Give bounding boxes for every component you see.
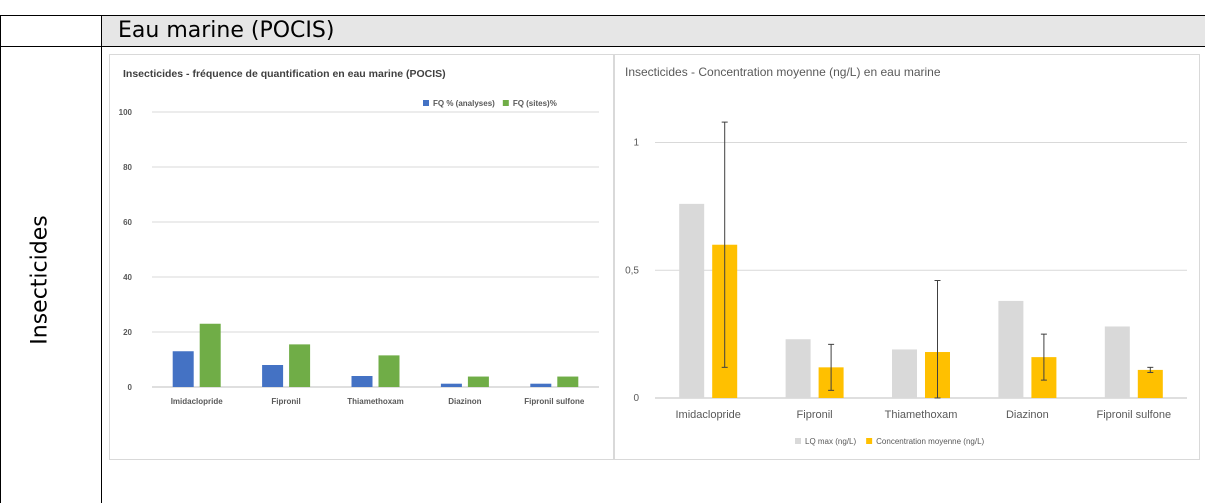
bar: [1104, 326, 1130, 398]
frequency-chart: Insecticides - fréquence de quantificati…: [119, 68, 599, 406]
x-tick-label: Fipronil: [797, 409, 833, 421]
bar: [557, 376, 579, 387]
x-tick-label: Diazinon: [448, 397, 481, 406]
y-tick-label: 0,5: [625, 265, 639, 276]
bar: [679, 203, 705, 398]
y-tick-label: 20: [123, 328, 132, 337]
bar: [440, 383, 462, 387]
y-tick-label: 100: [119, 108, 133, 117]
x-tick-label: Thiamethoxam: [347, 397, 403, 406]
bar: [351, 376, 373, 387]
bar: [892, 349, 917, 398]
bar: [199, 323, 221, 387]
header-cell: [102, 16, 1205, 46]
row-label: Insecticides: [27, 215, 53, 345]
chart-panel-concentration: Insecticides - Concentration moyenne (ng…: [614, 54, 1200, 460]
x-tick-label: Thiamethoxam: [885, 409, 958, 421]
y-tick-label: 1: [633, 138, 639, 149]
concentration-chart: Insecticides - Concentration moyenne (ng…: [625, 65, 1187, 446]
bar: [467, 376, 489, 387]
table-border-left: [0, 15, 1, 503]
bar: [378, 355, 400, 387]
table-border-column: [101, 15, 102, 503]
chart-title: Insecticides - fréquence de quantificati…: [123, 68, 446, 80]
table-header: Eau marine (POCIS): [118, 18, 335, 43]
table-border-header: [0, 46, 1205, 47]
y-tick-label: 0: [633, 393, 639, 404]
bar: [172, 351, 194, 387]
legend-label: LQ max (ng/L): [805, 437, 856, 446]
bar: [785, 339, 811, 398]
x-tick-label: Fipronil sulfone: [1097, 409, 1172, 421]
x-tick-label: Fipronil: [271, 397, 300, 406]
chart-panel-frequency: Insecticides - fréquence de quantificati…: [109, 54, 614, 460]
legend-swatch: [502, 100, 509, 106]
y-tick-label: 60: [123, 218, 132, 227]
legend-label: Concentration moyenne (ng/L): [876, 437, 984, 446]
chart-title: Insecticides - Concentration moyenne (ng…: [625, 65, 941, 79]
bar: [1137, 369, 1163, 398]
legend-swatch: [423, 100, 429, 106]
table-border-top: [0, 15, 1205, 16]
bar: [530, 383, 552, 387]
bar: [998, 300, 1024, 398]
x-tick-label: Imidaclopride: [171, 397, 224, 406]
y-tick-label: 40: [123, 273, 132, 282]
y-tick-label: 80: [123, 163, 132, 172]
bar: [262, 365, 284, 387]
legend-swatch: [866, 438, 873, 444]
x-tick-label: Fipronil sulfone: [524, 397, 585, 406]
bar: [289, 344, 311, 387]
legend-label: FQ (sites)%: [513, 99, 557, 108]
x-tick-label: Imidaclopride: [675, 409, 740, 421]
legend-label: FQ % (analyses): [433, 99, 495, 108]
y-tick-label: 0: [128, 383, 133, 392]
legend-swatch: [795, 438, 801, 444]
x-tick-label: Diazinon: [1006, 409, 1049, 421]
